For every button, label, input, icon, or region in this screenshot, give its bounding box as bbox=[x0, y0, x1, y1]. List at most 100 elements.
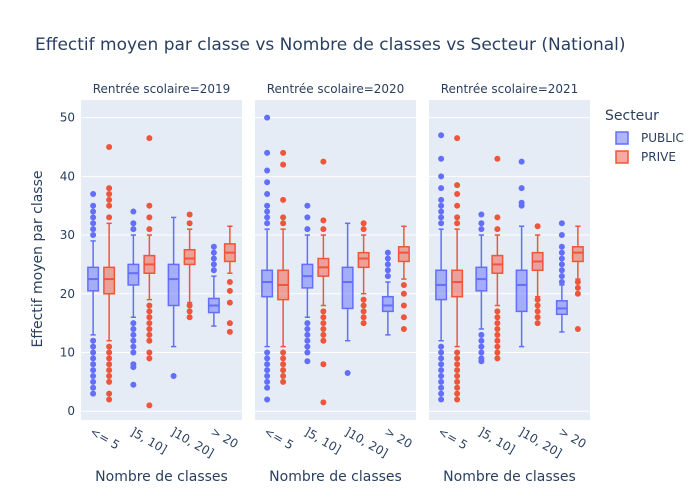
outlier-point bbox=[454, 202, 461, 209]
outlier-point bbox=[210, 243, 217, 250]
outlier-point bbox=[146, 214, 153, 221]
facet-title: Rentrée scolaire=2021 bbox=[441, 82, 579, 96]
outlier-point bbox=[264, 378, 271, 385]
outlier-point bbox=[320, 158, 327, 165]
outlier-point bbox=[280, 214, 287, 221]
outlier-point bbox=[146, 337, 153, 344]
x-axis-title: Nombre de classes bbox=[443, 469, 576, 485]
outlier-point bbox=[384, 267, 391, 274]
outlier-point bbox=[106, 349, 113, 356]
box-body bbox=[261, 269, 274, 298]
outlier-point bbox=[534, 314, 541, 321]
outlier-point bbox=[304, 320, 311, 327]
legend-item-prive[interactable]: PRIVE bbox=[615, 150, 676, 164]
outlier-point bbox=[360, 226, 367, 233]
outlier-point bbox=[304, 226, 311, 233]
outlier-point bbox=[170, 372, 177, 379]
box-body bbox=[515, 269, 528, 313]
box-prive bbox=[143, 135, 156, 409]
outlier-point bbox=[534, 302, 541, 309]
outlier-point bbox=[146, 202, 153, 209]
outlier-point bbox=[494, 343, 501, 350]
outlier-point bbox=[90, 232, 97, 239]
outlier-point bbox=[264, 202, 271, 209]
chart-title: Effectif moyen par classe vs Nombre de c… bbox=[35, 35, 626, 55]
outlier-point bbox=[438, 202, 445, 209]
outlier-point bbox=[280, 220, 287, 227]
outlier-point bbox=[106, 343, 113, 350]
outlier-point bbox=[320, 331, 327, 338]
plot-area bbox=[81, 100, 242, 420]
outlier-point bbox=[186, 308, 193, 315]
outlier-point bbox=[400, 325, 407, 332]
legend[interactable]: Secteur PUBLIC PRIVE bbox=[605, 108, 684, 164]
outlier-point bbox=[186, 302, 193, 309]
outlier-point bbox=[90, 343, 97, 350]
outlier-point bbox=[534, 308, 541, 315]
outlier-point bbox=[558, 261, 565, 268]
outlier-point bbox=[454, 190, 461, 197]
outlier-point bbox=[264, 220, 271, 227]
outlier-point bbox=[478, 343, 485, 350]
outlier-point bbox=[304, 202, 311, 209]
outlier-point bbox=[454, 182, 461, 189]
outlier-point bbox=[344, 370, 351, 377]
outlier-point bbox=[106, 396, 113, 403]
box-public bbox=[555, 220, 568, 333]
outlier-point bbox=[210, 249, 217, 256]
outlier-point bbox=[264, 355, 271, 362]
outlier-point bbox=[186, 220, 193, 227]
outlier-point bbox=[146, 331, 153, 338]
outlier-point bbox=[400, 314, 407, 321]
outlier-point bbox=[534, 296, 541, 303]
outlier-point bbox=[494, 308, 501, 315]
box-body bbox=[127, 263, 140, 286]
outlier-point bbox=[558, 279, 565, 286]
outlier-point bbox=[90, 361, 97, 368]
outlier-point bbox=[106, 202, 113, 209]
outlier-point bbox=[264, 149, 271, 156]
outlier-point bbox=[264, 214, 271, 221]
outlier-point bbox=[264, 384, 271, 391]
outlier-point bbox=[130, 320, 137, 327]
outlier-point bbox=[438, 355, 445, 362]
legend-item-public[interactable]: PUBLIC bbox=[615, 131, 684, 145]
box-prive bbox=[531, 223, 544, 327]
outlier-point bbox=[146, 402, 153, 409]
y-tick-label: 30 bbox=[60, 228, 75, 242]
outlier-point bbox=[130, 343, 137, 350]
outlier-point bbox=[438, 132, 445, 139]
box-public bbox=[475, 211, 488, 365]
facet-panel: 0 10 20 30 40 50 Rentrée scolaire=2019 Nombre d… bbox=[60, 82, 242, 485]
outlier-point bbox=[438, 220, 445, 227]
outlier-point bbox=[384, 255, 391, 262]
outlier-point bbox=[106, 378, 113, 385]
outlier-point bbox=[226, 279, 233, 286]
outlier-point bbox=[574, 325, 581, 332]
outlier-point bbox=[384, 249, 391, 256]
outlier-point bbox=[478, 331, 485, 338]
outlier-point bbox=[438, 372, 445, 379]
outlier-point bbox=[280, 378, 287, 385]
outlier-point bbox=[264, 208, 271, 215]
outlier-point bbox=[264, 190, 271, 197]
outlier-point bbox=[438, 155, 445, 162]
box-prive bbox=[277, 149, 290, 385]
outlier-point bbox=[558, 267, 565, 274]
outlier-point bbox=[518, 185, 525, 192]
outlier-point bbox=[494, 226, 501, 233]
legend-swatch bbox=[615, 131, 629, 145]
box-public bbox=[381, 249, 394, 336]
plot-area bbox=[255, 100, 416, 420]
box-public bbox=[515, 158, 528, 348]
y-tick-label: 10 bbox=[60, 345, 75, 359]
outlier-point bbox=[360, 220, 367, 227]
outlier-point bbox=[90, 390, 97, 397]
outlier-point bbox=[90, 337, 97, 344]
outlier-point bbox=[478, 355, 485, 362]
outlier-point bbox=[264, 396, 271, 403]
outlier-point bbox=[106, 190, 113, 197]
outlier-point bbox=[320, 217, 327, 224]
outlier-point bbox=[558, 232, 565, 239]
outlier-point bbox=[280, 196, 287, 203]
